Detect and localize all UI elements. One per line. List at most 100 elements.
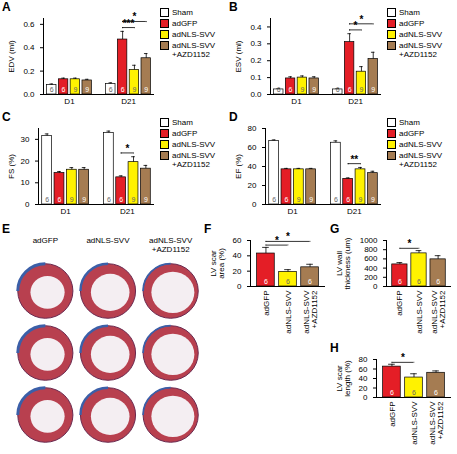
svg-text:6: 6 [45, 196, 49, 203]
svg-text:9: 9 [82, 196, 86, 203]
svg-text:0: 0 [363, 393, 368, 402]
svg-text:60: 60 [359, 365, 368, 374]
svg-text:0.2: 0.2 [250, 56, 262, 65]
svg-text:6: 6 [286, 278, 290, 285]
svg-text:6: 6 [336, 86, 340, 93]
svg-text:*: * [125, 143, 129, 154]
svg-text:9: 9 [73, 86, 77, 93]
svg-text:9: 9 [371, 196, 375, 203]
svg-text:*: * [401, 352, 405, 363]
svg-text:*: * [286, 231, 290, 242]
svg-text:40: 40 [359, 374, 368, 383]
svg-text:6: 6 [334, 196, 338, 203]
svg-text:6: 6 [272, 196, 276, 203]
svg-text:6: 6 [107, 196, 111, 203]
svg-text:6: 6 [434, 389, 438, 396]
svg-text:ESV (ml): ESV (ml) [234, 40, 243, 72]
svg-text:0.2: 0.2 [23, 67, 35, 76]
svg-text:adGFP: adGFP [395, 291, 404, 316]
svg-text:LV scararea (%): LV scararea (%) [209, 248, 226, 279]
svg-text:0: 0 [237, 282, 242, 291]
svg-text:20: 20 [248, 181, 257, 190]
svg-text:9: 9 [297, 196, 301, 203]
svg-text:0: 0 [25, 200, 30, 209]
svg-text:adNLS-SVV: adNLS-SVV [284, 290, 293, 334]
svg-text:6: 6 [412, 389, 416, 396]
svg-text:FS (%): FS (%) [7, 154, 16, 179]
svg-text:9: 9 [359, 196, 363, 203]
svg-text:6: 6 [285, 196, 289, 203]
svg-text:9: 9 [144, 196, 148, 203]
svg-text:200: 200 [364, 273, 378, 282]
svg-text:D21: D21 [347, 207, 362, 216]
svg-text:6: 6 [390, 389, 394, 396]
svg-text:0.0: 0.0 [250, 90, 262, 99]
svg-text:40: 40 [248, 162, 257, 171]
svg-text:6: 6 [58, 196, 62, 203]
svg-text:adNLS-SVV+AZD1152: adNLS-SVV+AZD1152 [302, 290, 319, 334]
svg-text:6: 6 [346, 196, 350, 203]
svg-text:6: 6 [417, 278, 421, 285]
svg-text:40: 40 [233, 251, 242, 260]
svg-text:6: 6 [348, 86, 352, 93]
svg-text:80: 80 [248, 124, 257, 133]
svg-text:0.3: 0.3 [250, 39, 262, 48]
svg-text:*: * [359, 14, 363, 25]
svg-text:60: 60 [248, 143, 257, 152]
svg-text:0: 0 [252, 200, 257, 209]
svg-text:9: 9 [132, 196, 136, 203]
svg-text:0: 0 [373, 282, 378, 291]
svg-text:0.6: 0.6 [23, 20, 35, 29]
svg-text:6: 6 [289, 86, 293, 93]
svg-text:9: 9 [309, 196, 313, 203]
svg-text:6: 6 [277, 86, 281, 93]
svg-text:0.4: 0.4 [23, 43, 35, 52]
svg-text:LV scarlength (%): LV scarlength (%) [335, 360, 352, 397]
svg-text:D1: D1 [288, 207, 299, 216]
svg-text:EDV (ml): EDV (ml) [7, 40, 16, 73]
svg-text:adGFP: adGFP [262, 291, 271, 316]
svg-text:*: * [407, 238, 411, 249]
svg-text:80: 80 [359, 355, 368, 364]
svg-text:6: 6 [50, 86, 54, 93]
svg-text:600: 600 [364, 254, 378, 263]
svg-text:9: 9 [85, 86, 89, 93]
svg-text:D21: D21 [348, 97, 363, 106]
svg-text:adNLS-SVV+AZD1152: adNLS-SVV+AZD1152 [430, 290, 447, 334]
svg-text:*: * [354, 20, 358, 31]
svg-text:60: 60 [233, 236, 242, 245]
svg-text:6: 6 [398, 278, 402, 285]
svg-text:adNLS-SVV: adNLS-SVV [415, 290, 424, 334]
svg-text:9: 9 [132, 86, 136, 93]
svg-text:20: 20 [359, 384, 368, 393]
svg-text:D1: D1 [291, 97, 302, 106]
svg-text:6: 6 [62, 86, 66, 93]
svg-text:6: 6 [308, 278, 312, 285]
svg-text:6: 6 [109, 86, 113, 93]
svg-text:adNLS-SVV: adNLS-SVV [410, 401, 419, 445]
svg-text:10: 10 [21, 178, 30, 187]
svg-text:*: * [275, 235, 279, 246]
svg-text:30: 30 [21, 135, 30, 144]
svg-text:20: 20 [233, 267, 242, 276]
svg-text:9: 9 [70, 196, 74, 203]
svg-text:adGFP: adGFP [388, 402, 397, 427]
svg-text:6: 6 [436, 278, 440, 285]
svg-text:9: 9 [359, 86, 363, 93]
svg-text:D21: D21 [121, 97, 136, 106]
svg-text:D21: D21 [120, 207, 135, 216]
svg-text:D1: D1 [64, 97, 75, 106]
svg-text:6: 6 [121, 86, 125, 93]
svg-text:D1: D1 [61, 207, 72, 216]
svg-text:1000: 1000 [360, 236, 378, 245]
svg-text:0.1: 0.1 [250, 73, 262, 82]
svg-text:20: 20 [21, 157, 30, 166]
svg-text:*: * [132, 11, 136, 22]
svg-text:0.4: 0.4 [250, 23, 262, 32]
svg-text:9: 9 [371, 86, 375, 93]
svg-text:adNLS-SVV+AZD1152: adNLS-SVV+AZD1152 [428, 401, 445, 445]
svg-text:LV wallthickness (um): LV wallthickness (um) [335, 237, 352, 289]
svg-text:9: 9 [300, 86, 304, 93]
svg-text:6: 6 [264, 278, 268, 285]
svg-text:0.0: 0.0 [23, 90, 35, 99]
